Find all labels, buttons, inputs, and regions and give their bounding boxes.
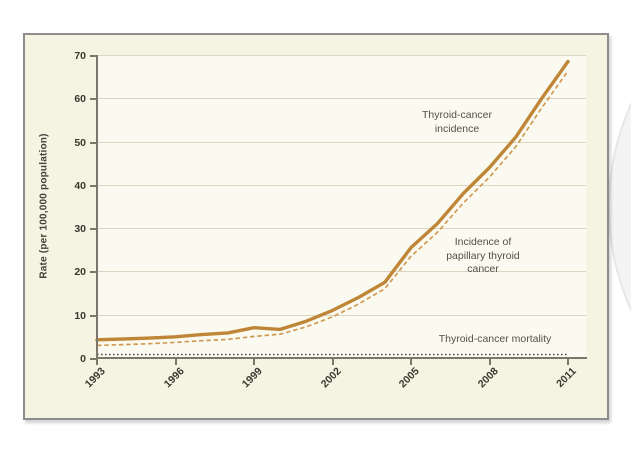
x-tick-mark-2002 xyxy=(331,359,334,365)
annotation-papillary-thyroid-cancer-incidence: Incidence of papillary thyroid cancer xyxy=(446,236,520,275)
x-axis-line xyxy=(96,357,587,359)
x-tick-mark-2011 xyxy=(567,359,569,365)
y-tick-mark-60 xyxy=(90,98,96,101)
y-tick-mark-40 xyxy=(90,184,96,187)
y-tick-mark-30 xyxy=(90,228,96,231)
x-tick-label-2005: 2005 xyxy=(396,365,422,391)
annotation-thyroid-cancer-incidence: Thyroid-cancer incidence xyxy=(421,109,493,135)
x-tick-label-2008: 2008 xyxy=(475,365,501,391)
annotation-thyroid-cancer-mortality: Thyroid-cancer mortality xyxy=(438,333,552,345)
y-tick-mark-0 xyxy=(90,358,96,360)
y-tick-label-70: 70 xyxy=(74,50,86,62)
x-tick-label-1999: 1999 xyxy=(239,365,265,391)
chart-lines xyxy=(95,59,570,356)
y-tick-label-40: 40 xyxy=(74,179,86,192)
gridline-y-20 xyxy=(97,271,586,273)
y-tick-mark-50 xyxy=(90,141,96,144)
series-line-solid xyxy=(95,59,570,342)
figure-card: Rate (per 100,000 population) Thyroid-ca… xyxy=(23,33,609,420)
x-tick-label-1996: 1996 xyxy=(161,365,187,391)
y-axis-title: Rate (per 100,000 population) xyxy=(38,133,50,279)
x-tick-label-1993: 1993 xyxy=(82,365,108,391)
x-tick-mark-2008 xyxy=(488,359,491,365)
gridline-y-60 xyxy=(97,98,586,100)
x-tick-mark-2005 xyxy=(410,359,412,365)
gridline-y-50 xyxy=(97,141,586,143)
y-tick-label-20: 20 xyxy=(74,266,86,279)
gridline-y-30 xyxy=(97,228,586,230)
x-tick-label-2002: 2002 xyxy=(318,365,344,391)
x-tick-label-2011: 2011 xyxy=(554,365,579,390)
gridline-y-40 xyxy=(97,184,586,186)
y-tick-mark-20 xyxy=(90,271,96,274)
x-tick-mark-1993 xyxy=(96,359,98,365)
gridline-y-70 xyxy=(97,55,586,56)
y-tick-label-0: 0 xyxy=(80,353,86,365)
x-tick-mark-1996 xyxy=(174,359,177,365)
gridline-y-10 xyxy=(97,314,586,316)
y-tick-label-50: 50 xyxy=(74,136,86,149)
y-axis-line xyxy=(96,55,98,359)
y-tick-label-10: 10 xyxy=(74,309,86,322)
y-tick-mark-70 xyxy=(90,55,96,57)
plot-area: Thyroid-cancer incidence Incidence of pa… xyxy=(95,55,587,359)
y-tick-label-60: 60 xyxy=(74,93,86,106)
background-circle-decoration xyxy=(608,0,631,459)
y-tick-mark-10 xyxy=(90,314,96,317)
x-tick-mark-1999 xyxy=(253,359,255,365)
y-tick-label-30: 30 xyxy=(74,223,86,236)
